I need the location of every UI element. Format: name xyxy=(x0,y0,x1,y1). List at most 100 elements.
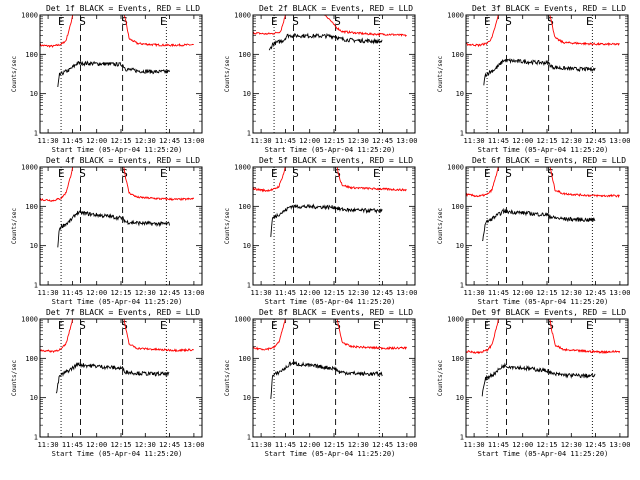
x-tick-label: 12:45 xyxy=(585,137,606,145)
x-tick-label: 12:30 xyxy=(561,137,582,145)
x-tick-label: 11:30 xyxy=(251,441,272,449)
x-tick-label: 12:30 xyxy=(348,137,369,145)
x-axis-label: Start Time (05-Apr-04 11:25:20) xyxy=(478,146,609,154)
y-axis-label: Counts/sec xyxy=(224,56,231,93)
marker-label: E xyxy=(58,319,65,332)
x-tick-label: 12:00 xyxy=(512,441,533,449)
y-tick-label: 1000 xyxy=(234,316,251,324)
y-axis-label: Counts/sec xyxy=(437,56,444,93)
y-tick-label: 10 xyxy=(30,90,38,98)
y-tick-label: 100 xyxy=(238,203,251,211)
panel-title: Det 9f BLACK = Events, RED = LLD xyxy=(472,308,626,317)
series-line xyxy=(466,167,620,199)
marker-label: E xyxy=(586,167,593,180)
marker-label: E xyxy=(160,167,167,180)
y-tick-label: 1000 xyxy=(447,164,464,172)
marker-label: E xyxy=(271,167,278,180)
panel-1: Det 1f BLACK = Events, RED = LLD Counts/s… xyxy=(11,4,204,154)
series-line xyxy=(253,15,407,37)
x-tick-label: 12:00 xyxy=(299,441,320,449)
x-tick-label: 12:45 xyxy=(372,289,393,297)
marker-label: S xyxy=(79,319,86,332)
plot-frame xyxy=(39,318,203,438)
x-tick-label: 11:45 xyxy=(488,289,509,297)
y-tick-label: 100 xyxy=(451,51,464,59)
marker-label: E xyxy=(58,15,65,28)
y-tick-label: 100 xyxy=(451,355,464,363)
x-axis-label: Start Time (05-Apr-04 11:25:20) xyxy=(478,298,609,306)
y-axis-label: Counts/sec xyxy=(11,360,18,397)
y-tick-label: 10 xyxy=(30,394,38,402)
x-tick-label: 12:45 xyxy=(159,441,180,449)
y-tick-label: 1000 xyxy=(234,164,251,172)
y-tick-label: 1000 xyxy=(21,12,38,20)
x-tick-label: 12:15 xyxy=(110,289,131,297)
marker-label: S xyxy=(334,15,341,28)
y-tick-label: 10 xyxy=(243,242,251,250)
marker-label: S xyxy=(547,15,554,28)
marker-label: S xyxy=(79,167,86,180)
series-line xyxy=(55,361,170,394)
x-tick-label: 11:30 xyxy=(38,289,59,297)
marker-label: E xyxy=(373,167,380,180)
x-tick-label: 12:15 xyxy=(536,441,557,449)
panel-title: Det 6f BLACK = Events, RED = LLD xyxy=(472,156,626,165)
plot-frame xyxy=(465,166,629,286)
x-tick-label: 11:30 xyxy=(464,289,485,297)
x-tick-label: 13:00 xyxy=(396,441,417,449)
x-tick-label: 12:30 xyxy=(135,441,156,449)
y-tick-label: 1000 xyxy=(21,316,38,324)
marker-label: S xyxy=(292,15,299,28)
y-tick-label: 1000 xyxy=(234,12,251,20)
x-tick-label: 11:45 xyxy=(62,441,83,449)
x-tick-label: 12:15 xyxy=(110,137,131,145)
marker-label: S xyxy=(292,167,299,180)
x-tick-label: 13:00 xyxy=(609,441,630,449)
x-tick-label: 12:45 xyxy=(159,137,180,145)
y-axis-label: Counts/sec xyxy=(437,208,444,245)
x-tick-label: 12:30 xyxy=(135,137,156,145)
plot-frame xyxy=(465,14,629,134)
x-tick-label: 13:00 xyxy=(396,289,417,297)
y-tick-label: 1 xyxy=(247,282,251,290)
x-tick-label: 11:30 xyxy=(38,441,59,449)
panel-title: Det 3f BLACK = Events, RED = LLD xyxy=(472,4,626,13)
x-tick-label: 11:45 xyxy=(62,289,83,297)
x-tick-label: 12:00 xyxy=(512,289,533,297)
x-tick-label: 12:00 xyxy=(86,137,107,145)
marker-label: S xyxy=(334,319,341,332)
y-tick-label: 100 xyxy=(451,203,464,211)
series-line xyxy=(57,210,170,248)
marker-label: E xyxy=(586,319,593,332)
panel-7: Det 7f BLACK = Events, RED = LLD Counts/s… xyxy=(11,308,204,458)
series-line xyxy=(268,32,383,51)
panel-title: Det 1f BLACK = Events, RED = LLD xyxy=(46,4,200,13)
x-tick-label: 12:00 xyxy=(299,289,320,297)
plot-frame xyxy=(39,14,203,134)
x-tick-label: 12:30 xyxy=(135,289,156,297)
series-line xyxy=(40,167,195,203)
marker-label: S xyxy=(505,167,512,180)
x-axis-label: Start Time (05-Apr-04 11:25:20) xyxy=(478,450,609,458)
marker-label: E xyxy=(160,319,167,332)
panel-5: Det 5f BLACK = Events, RED = LLD Counts/s… xyxy=(224,156,417,306)
series-line xyxy=(40,319,194,354)
y-tick-label: 1000 xyxy=(447,316,464,324)
y-tick-label: 10 xyxy=(456,394,464,402)
x-axis-label: Start Time (05-Apr-04 11:25:20) xyxy=(265,146,396,154)
x-tick-label: 12:15 xyxy=(323,441,344,449)
marker-label: S xyxy=(292,319,299,332)
panel-title: Det 2f BLACK = Events, RED = LLD xyxy=(259,4,413,13)
x-tick-label: 12:45 xyxy=(372,441,393,449)
x-tick-label: 12:30 xyxy=(348,289,369,297)
marker-label: S xyxy=(79,15,86,28)
series-line xyxy=(466,319,621,355)
y-tick-label: 1000 xyxy=(447,12,464,20)
marker-label: E xyxy=(484,167,491,180)
y-tick-label: 10 xyxy=(456,90,464,98)
x-tick-label: 13:00 xyxy=(183,441,204,449)
x-axis-label: Start Time (05-Apr-04 11:25:20) xyxy=(265,298,396,306)
series-line xyxy=(270,203,383,238)
x-tick-label: 11:45 xyxy=(488,137,509,145)
